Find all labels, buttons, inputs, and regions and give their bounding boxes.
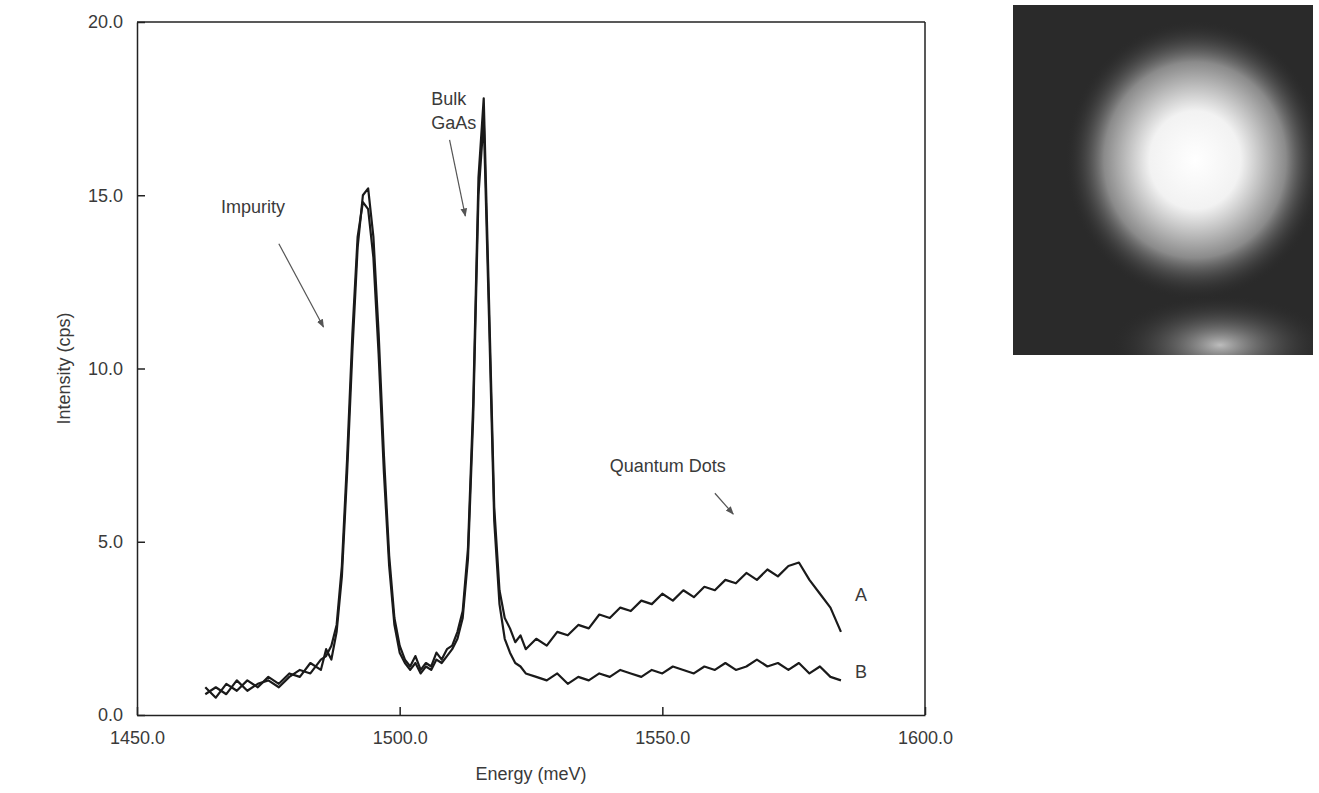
chart: 1450.0 1500.0 1550.0 1600.0 0.0 5.0 10.0 15.0 20… — [0, 0, 1319, 793]
annotation: Impurity — [221, 197, 285, 217]
plot-area — [205, 98, 841, 697]
x-tick-label: 1600.0 — [898, 728, 953, 748]
x-tick-label: 1500.0 — [373, 728, 428, 748]
y-axis-title: Intensity (cps) — [54, 312, 74, 424]
x-tick: 1600.0 — [898, 707, 953, 748]
x-axis-title: Energy (meV) — [475, 764, 586, 784]
y-tick: 15.0 — [88, 186, 145, 206]
y-tick-mark — [137, 22, 145, 24]
annotation-arrow — [279, 244, 324, 327]
y-tick: 0.0 — [98, 705, 145, 725]
y-tick-label: 15.0 — [88, 186, 123, 206]
x-axis-line — [138, 715, 926, 717]
series-label: B — [855, 662, 867, 682]
annotation-arrow — [450, 140, 466, 216]
x-tick-mark — [399, 707, 401, 715]
x-tick-label: 1550.0 — [635, 728, 690, 748]
y-axis: 0.0 5.0 10.0 15.0 20.0 — [88, 12, 145, 725]
y-tick: 20.0 — [88, 12, 145, 32]
series-line — [205, 119, 841, 694]
annotation: Quantum Dots — [610, 456, 726, 476]
x-tick-mark — [925, 707, 927, 715]
y-tick-mark — [137, 715, 145, 717]
x-tick: 1500.0 — [373, 707, 428, 748]
inset-glow — [1110, 295, 1313, 355]
y-tick-label: 10.0 — [88, 359, 123, 379]
y-tick: 5.0 — [98, 532, 145, 552]
annotation-arrow — [715, 493, 733, 514]
series-label: A — [855, 585, 867, 605]
x-tick-label: 1450.0 — [110, 728, 165, 748]
y-tick: 10.0 — [88, 359, 145, 379]
y-tick-mark — [137, 542, 145, 544]
y-tick-mark — [137, 195, 145, 197]
x-axis: 1450.0 1500.0 1550.0 1600.0 — [110, 707, 953, 748]
y-tick-label: 5.0 — [98, 532, 123, 552]
x-tick: 1550.0 — [635, 707, 690, 748]
annotation: BulkGaAs — [431, 89, 476, 132]
y-tick-mark — [137, 368, 145, 370]
inset-spot — [1065, 20, 1313, 300]
frame-top — [137, 21, 925, 23]
y-tick-label: 0.0 — [98, 705, 123, 725]
inset-image — [1013, 5, 1313, 355]
series-line — [205, 98, 841, 697]
x-tick-mark — [662, 707, 664, 715]
y-tick-label: 20.0 — [88, 12, 123, 32]
frame-right — [924, 22, 926, 715]
